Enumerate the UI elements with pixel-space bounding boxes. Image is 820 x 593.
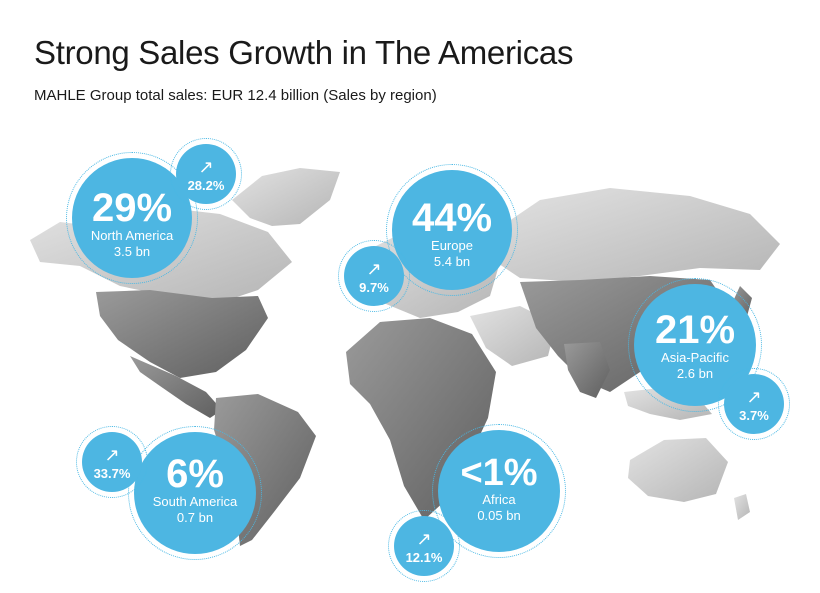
map-russia	[490, 188, 780, 282]
page-subtitle: MAHLE Group total sales: EUR 12.4 billio…	[34, 87, 437, 104]
africa-share-bubble: <1% Africa 0.05 bn	[432, 424, 566, 558]
africa-growth-bubble: ↗ 12.1%	[388, 510, 460, 582]
map-new-zealand	[734, 494, 750, 520]
asia-pacific-growth-bubble: ↗ 3.7%	[718, 368, 790, 440]
map-central-america	[130, 356, 222, 418]
map-india	[564, 342, 610, 398]
europe-growth-bubble: ↗ 9.7%	[338, 240, 410, 312]
map-greenland	[232, 168, 340, 226]
north-america-growth-bubble: ↗ 28.2%	[170, 138, 242, 210]
map-usa	[96, 290, 268, 378]
south-america-growth-bubble: ↗ 33.7%	[76, 426, 148, 498]
south-america-share-bubble: 6% South America 0.7 bn	[128, 426, 262, 560]
europe-share-bubble: 44% Europe 5.4 bn	[386, 164, 518, 296]
map-australia	[628, 438, 728, 502]
page-title: Strong Sales Growth in The Americas	[34, 34, 574, 71]
